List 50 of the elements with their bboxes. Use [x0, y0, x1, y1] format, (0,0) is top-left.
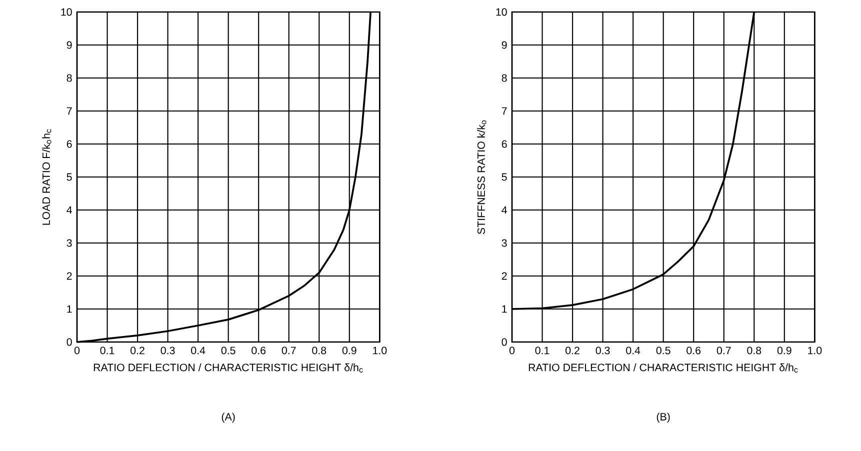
y-tick-label: 3 — [66, 239, 72, 247]
x-tick-label: 0.5 — [656, 346, 670, 354]
y-tick-label: 10 — [496, 8, 507, 16]
text: (A) — [222, 412, 235, 423]
y-tick-label: 2 — [66, 272, 72, 280]
y-tick-label: 7 — [66, 107, 72, 115]
x-tick-label: 0.1 — [535, 346, 550, 354]
y-axis-title: STIFFNESS RATIO k/k$_{o}$ — [477, 120, 486, 234]
x-tick-label: 0.4 — [191, 346, 206, 354]
x-tick-label: 0.8 — [747, 346, 762, 354]
y-tick-label: 1 — [502, 305, 507, 313]
x-tick-label: 0 — [509, 346, 515, 354]
y-tick-label: 6 — [502, 140, 507, 148]
x-tick-label: 0.3 — [596, 346, 610, 354]
x-tick-label: 0.9 — [342, 346, 356, 354]
y-tick-label: 9 — [66, 41, 72, 49]
x-tick-label: 0.6 — [686, 346, 701, 354]
x-tick-label: 0.6 — [252, 346, 266, 354]
x-tick-label: 0.3 — [160, 346, 175, 354]
y-tick-label: 10 — [61, 8, 72, 16]
x-tick-label: 0.5 — [221, 346, 236, 354]
y-tick-label: 4 — [502, 206, 507, 214]
text: (B) — [656, 412, 670, 423]
y-tick-label: 9 — [502, 41, 507, 49]
y-tick-label: 5 — [66, 173, 72, 181]
y-tick-label: 8 — [502, 74, 507, 82]
y-tick-label: 3 — [502, 239, 507, 247]
x-axis-title: RATIO DEFLECTION / CHARACTERISTIC HEIGHT δ/h$_{c}$ — [528, 363, 798, 373]
y-tick-label: 2 — [502, 272, 507, 280]
x-tick-label: 0.2 — [130, 346, 144, 354]
y-tick-label: 5 — [502, 173, 507, 181]
y-tick-label: 8 — [66, 74, 72, 82]
x-tick-label: 1.0 — [373, 346, 387, 354]
y-tick-label: 4 — [66, 206, 72, 214]
x-tick-label: 0.1 — [100, 346, 114, 354]
y-axis-title: LOAD RATIO F/k$_{o}$h$_{c}$ — [42, 129, 52, 225]
y-tick-label: 1 — [67, 305, 72, 313]
x-tick-label: 0 — [74, 346, 80, 354]
x-tick-label: 0.8 — [312, 346, 326, 354]
y-tick-label: 0 — [66, 338, 72, 346]
x-axis-title: RATIO DEFLECTION / CHARACTERISTIC HEIGHT δ/h$_{c}$ — [94, 363, 363, 373]
y-tick-label: 7 — [502, 107, 507, 115]
y-tick-label: 6 — [66, 140, 72, 148]
x-tick-label: 0.2 — [566, 346, 580, 354]
y-tick-label: 0 — [502, 338, 507, 346]
x-tick-label: 0.7 — [282, 346, 296, 354]
x-tick-label: 0.4 — [626, 346, 640, 354]
x-tick-label: 1.0 — [808, 346, 822, 354]
x-tick-label: 0.9 — [777, 346, 792, 354]
x-tick-label: 0.7 — [716, 346, 731, 354]
